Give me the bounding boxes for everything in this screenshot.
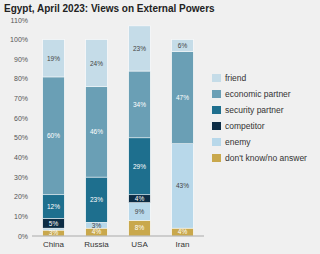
bar-segment <box>172 40 194 52</box>
bar-segment <box>43 195 65 219</box>
chart: Egypt, April 2023: Views on External Pow… <box>0 0 320 254</box>
data-label: 60% <box>47 132 60 139</box>
data-label: 12% <box>47 203 60 210</box>
y-tick-label: 40% <box>14 154 28 161</box>
legend-swatch <box>212 74 221 82</box>
title: Egypt, April 2023: Views on External Pow… <box>4 3 215 14</box>
bar-segment <box>86 87 108 177</box>
y-tick-label: 60% <box>14 115 28 122</box>
data-label: 24% <box>90 60 103 67</box>
legend-swatch <box>212 90 221 98</box>
data-label: 19% <box>47 55 60 62</box>
x-tick-label: USA <box>131 240 148 249</box>
bar-segment <box>129 71 151 138</box>
bar-segment <box>86 177 108 222</box>
data-label: 8% <box>135 224 145 231</box>
legend-swatch <box>212 138 221 146</box>
bar-segment <box>43 218 65 228</box>
bar-segment <box>43 230 65 236</box>
y-tick-label: 80% <box>14 75 28 82</box>
bar-segment <box>129 203 151 221</box>
data-label: 34% <box>133 101 146 108</box>
bar-segment <box>129 195 151 203</box>
background <box>0 0 320 254</box>
data-label: 23% <box>133 45 146 52</box>
data-label: 23% <box>90 196 103 203</box>
legend-swatch <box>212 106 221 114</box>
legend-label: economic partner <box>225 89 291 99</box>
y-tick-label: 0% <box>18 233 28 240</box>
data-label: 4% <box>178 228 188 235</box>
bar-segment <box>86 228 108 236</box>
y-tick-label: 90% <box>14 56 28 63</box>
x-tick-label: Iran <box>176 240 190 249</box>
data-label: 9% <box>135 208 145 215</box>
bars <box>43 26 194 236</box>
legend-swatch <box>212 154 221 162</box>
y-tick-label: 70% <box>14 95 28 102</box>
data-labels: 3%5%12%60%19%4%3%23%46%24%8%9%4%29%34%23… <box>47 42 189 237</box>
y-tick-label: 110% <box>11 17 28 24</box>
data-label: 4% <box>135 195 145 202</box>
bar-segment <box>172 51 194 143</box>
y-tick-label: 10% <box>14 213 28 220</box>
bar-segment <box>86 40 108 87</box>
y-tick-label: 50% <box>14 134 28 141</box>
bar-segment <box>172 144 194 228</box>
legend-label: security partner <box>225 105 284 115</box>
x-axis-line <box>32 236 204 237</box>
legend-label: competitor <box>225 121 265 131</box>
legend-label: enemy <box>225 137 251 147</box>
data-label: 29% <box>133 163 146 170</box>
bar-segment <box>129 26 151 71</box>
y-tick-label: 100% <box>10 36 28 43</box>
y-tick-label: 20% <box>14 193 28 200</box>
legend-label: friend <box>225 73 247 83</box>
bar-segment <box>129 138 151 195</box>
data-label: 47% <box>176 94 189 101</box>
data-label: 43% <box>176 182 189 189</box>
x-tick-label: Russia <box>84 240 109 249</box>
data-label: 6% <box>178 42 188 49</box>
bar-segment <box>43 40 65 77</box>
legend-swatch <box>212 122 221 130</box>
data-label: 5% <box>49 220 59 227</box>
legend-label: don't know/no answer <box>225 153 307 163</box>
bar-segment <box>129 220 151 236</box>
x-tick-label: China <box>43 240 64 249</box>
data-label: 3% <box>49 229 59 236</box>
bar-segment <box>172 228 194 236</box>
data-label: 46% <box>90 128 103 135</box>
data-label: 3% <box>92 222 102 229</box>
bar-segment <box>86 222 108 228</box>
bar-segment <box>43 77 65 195</box>
y-tick-label: 30% <box>14 174 28 181</box>
data-label: 4% <box>92 228 102 235</box>
